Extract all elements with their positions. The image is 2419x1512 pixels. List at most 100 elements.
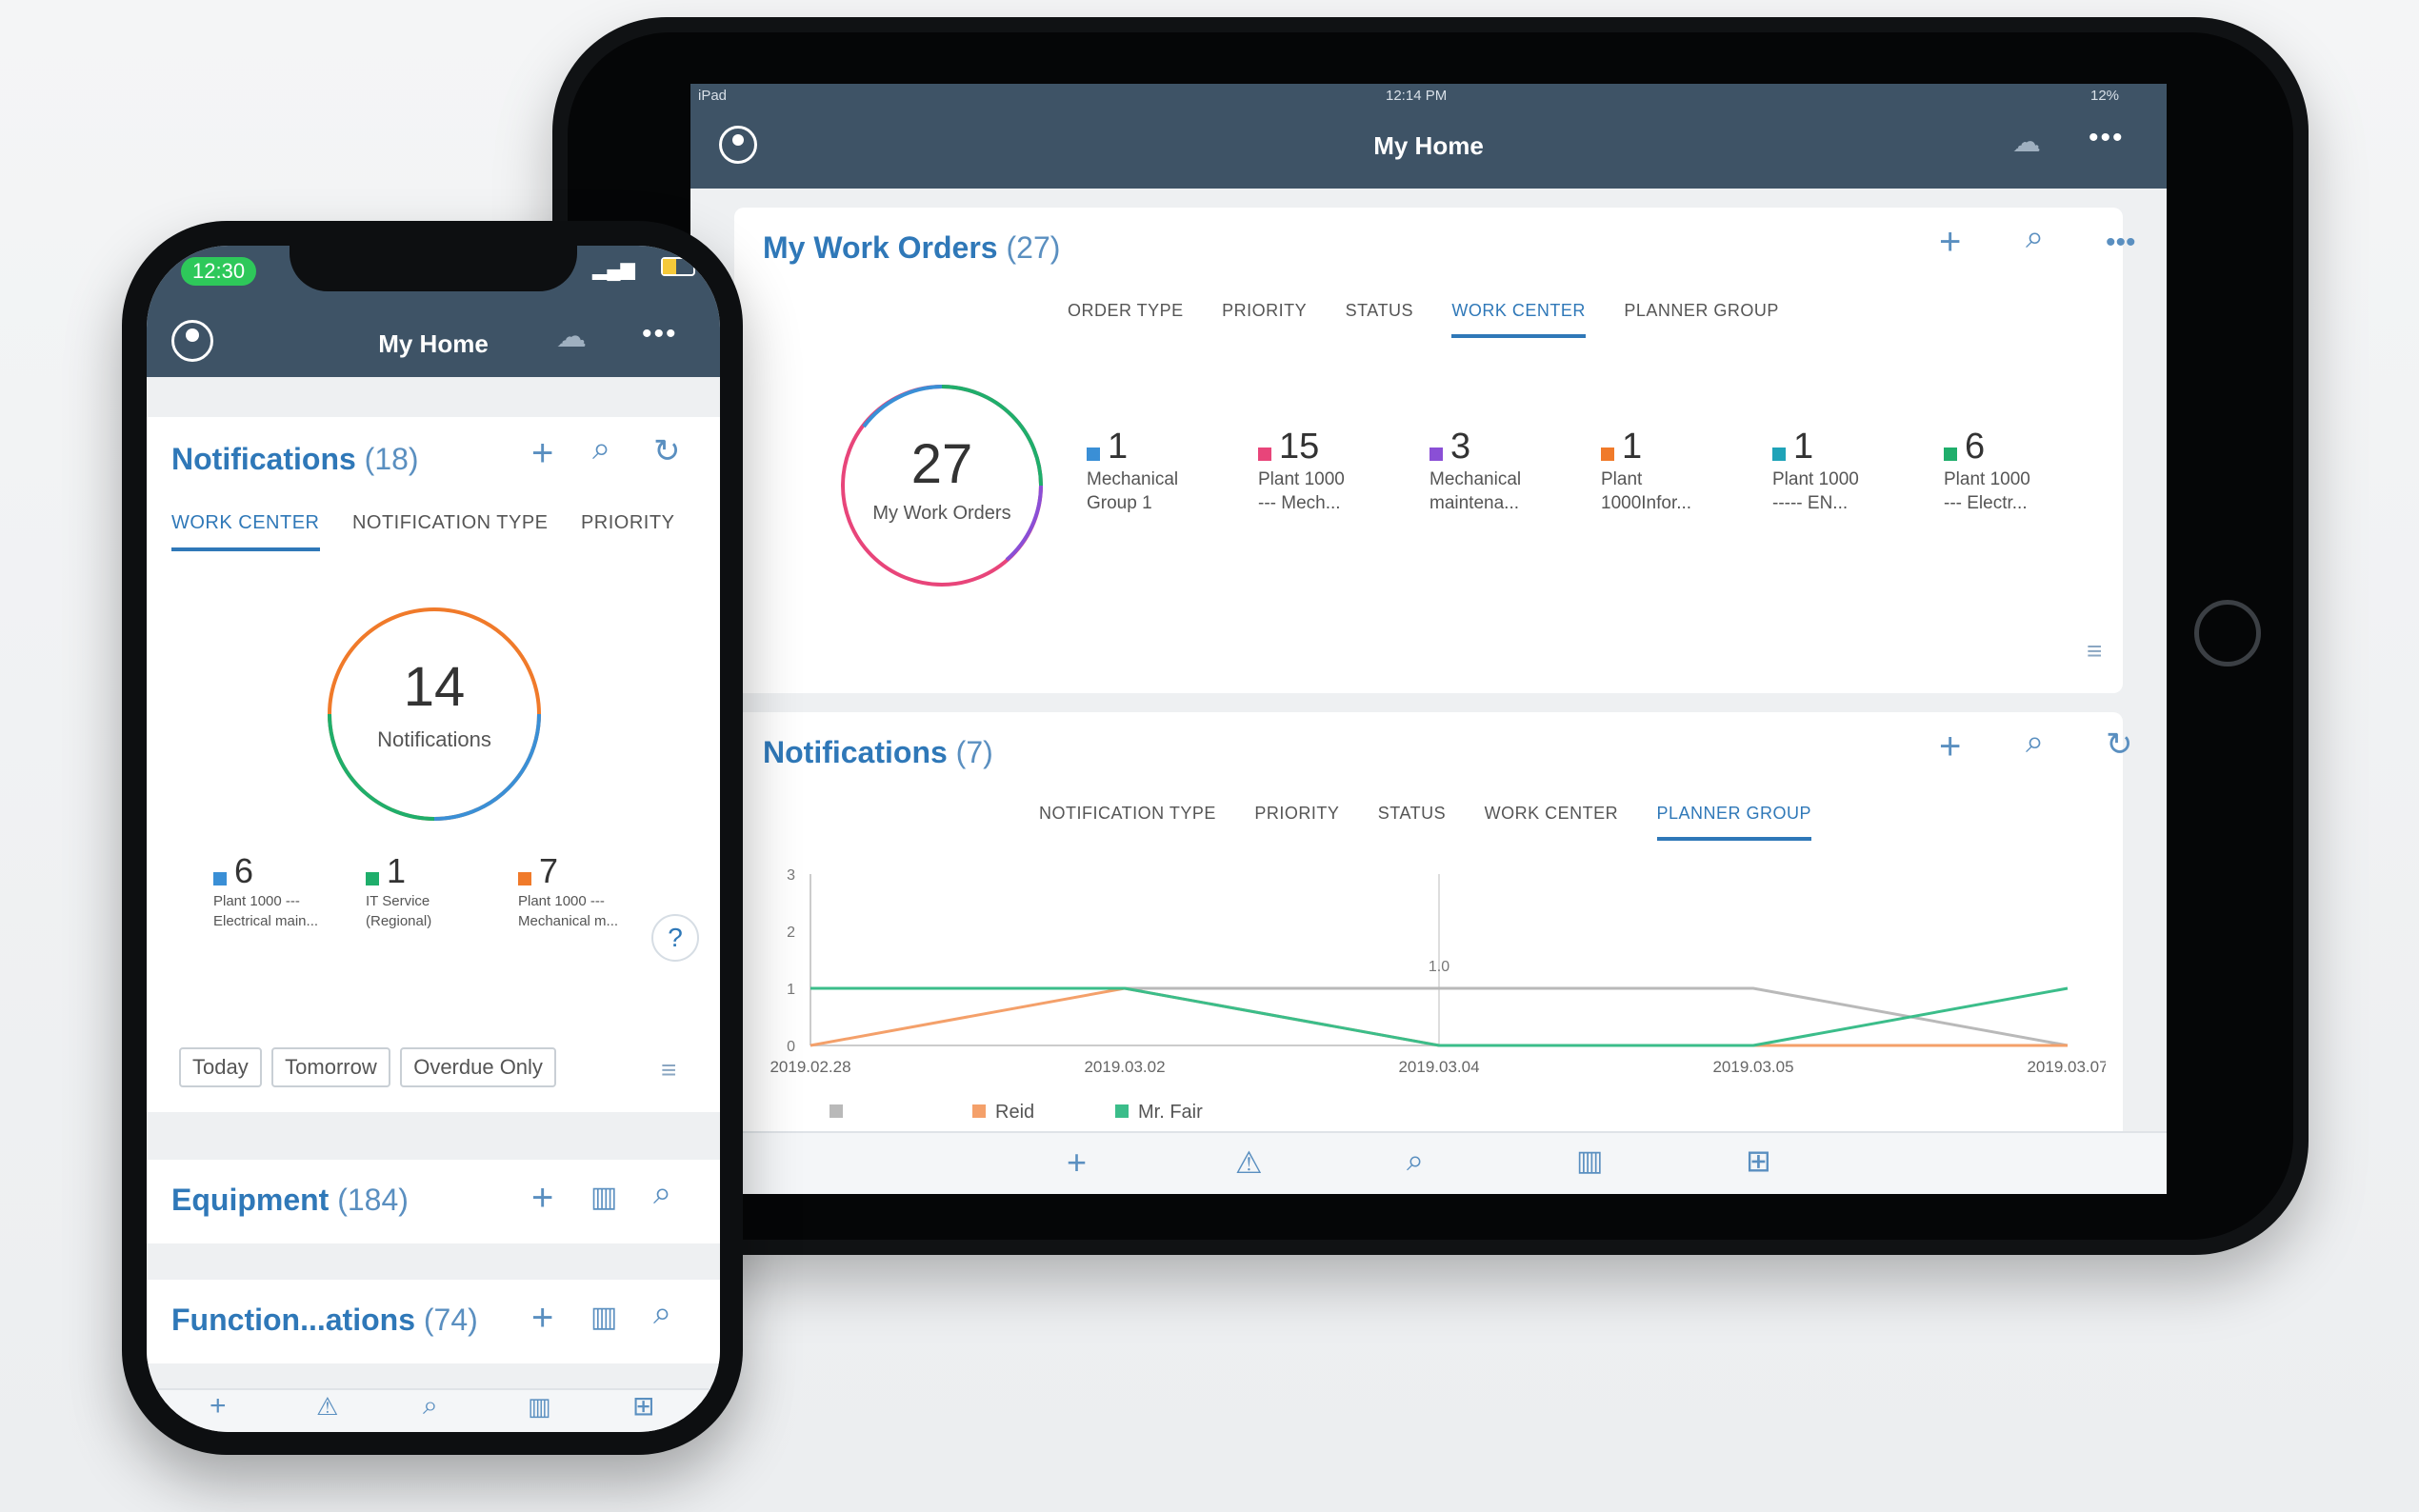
status-time: 12:30	[181, 257, 257, 286]
tab-planner-group[interactable]: PLANNER GROUP	[1624, 301, 1779, 320]
more-icon[interactable]: •••	[2106, 227, 2136, 258]
phone-notifications-tabs: WORK CENTER NOTIFICATION TYPE PRIORITY	[171, 512, 674, 551]
tab-priority[interactable]: PRIORITY	[580, 512, 675, 533]
legend-swatch	[1601, 447, 1614, 461]
filter-settings-icon[interactable]: ≡	[2087, 636, 2103, 666]
add-icon[interactable]: +	[1939, 726, 1962, 767]
legend-label: Plant 1000 ----- EN...	[1772, 469, 1859, 513]
legend-count: 15	[1279, 427, 1320, 467]
search-icon[interactable]: ⌕	[592, 430, 611, 467]
tab-notification-type[interactable]: NOTIFICATION TYPE	[1039, 804, 1216, 823]
y-tick-label: 2	[787, 925, 795, 941]
tab-priority[interactable]: PRIORITY	[1222, 301, 1308, 320]
phone-notch	[290, 246, 577, 291]
tab-planner-group[interactable]: PLANNER GROUP	[1656, 804, 1812, 841]
legend-item: 3 Mechanical maintena...	[1429, 427, 1591, 515]
cloud-sync-icon[interactable]: ☁	[556, 319, 587, 353]
phone-screen: 12:30 ▂▄▆ My Home ☁ ••• Notifications (1…	[147, 246, 720, 1432]
cloud-sync-icon[interactable]: ☁	[2012, 127, 2041, 158]
legend-swatch	[1115, 1104, 1129, 1118]
device-label: iPad	[698, 88, 728, 104]
add-icon[interactable]: +	[1939, 221, 1962, 263]
refresh-icon[interactable]: ↻	[653, 433, 681, 469]
more-icon[interactable]: •••	[2089, 122, 2125, 153]
x-tick-label: 2019.03.04	[1398, 1058, 1479, 1076]
barcode-icon[interactable]: ▥	[590, 1182, 618, 1213]
tab-priority[interactable]: PRIORITY	[1254, 804, 1340, 823]
filter-today-button[interactable]: Today	[179, 1047, 262, 1087]
work-orders-count: (27)	[1006, 230, 1061, 265]
legend-item: 1 IT Service (Regional)	[366, 851, 528, 931]
add-icon[interactable]: +	[531, 432, 554, 474]
refresh-icon[interactable]: ↻	[2106, 726, 2133, 763]
tab-status[interactable]: STATUS	[1377, 804, 1447, 823]
user-icon[interactable]	[719, 126, 757, 164]
phone-notifications-count: (18)	[364, 442, 419, 476]
plus-icon[interactable]: +	[210, 1390, 227, 1422]
search-icon[interactable]: ⌕	[2026, 219, 2045, 255]
search-icon[interactable]: ⌕	[653, 1175, 672, 1211]
legend-item: 6 Plant 1000 --- Electr...	[1944, 427, 2106, 515]
legend-count: 6	[1965, 427, 1986, 467]
legend-item: 7 Plant 1000 --- Mechanical m...	[518, 851, 680, 931]
legend-count: 1	[1622, 427, 1643, 467]
x-tick-label: 2019.03.05	[1712, 1058, 1793, 1076]
search-icon[interactable]: ⌕	[653, 1295, 672, 1331]
tablet-notifications-title-text: Notifications	[763, 735, 948, 769]
tab-status[interactable]: STATUS	[1345, 301, 1413, 320]
tab-work-center[interactable]: WORK CENTER	[1484, 804, 1619, 823]
legend-swatch	[972, 1104, 986, 1118]
legend-item: 1 Plant 1000Infor...	[1601, 427, 1763, 515]
tab-order-type[interactable]: ORDER TYPE	[1068, 301, 1184, 320]
filter-tomorrow-button[interactable]: Tomorrow	[271, 1047, 390, 1087]
legend-label: Plant 1000 --- Mechanical m...	[518, 893, 619, 929]
search-icon[interactable]: ⌕	[423, 1390, 438, 1420]
add-icon[interactable]: +	[531, 1297, 554, 1339]
equipment-title: Equipment (184)	[171, 1183, 409, 1218]
barcode-icon[interactable]: ▥	[590, 1302, 618, 1333]
more-icon[interactable]: •••	[642, 318, 678, 349]
tablet-home-button[interactable]	[2194, 600, 2261, 666]
legend-item: 15 Plant 1000 --- Mech...	[1258, 427, 1420, 515]
search-icon[interactable]: ⌕	[1407, 1143, 1424, 1177]
series-line	[810, 986, 2069, 1047]
page-title: My Home	[1373, 131, 1484, 160]
legend-swatch	[830, 1104, 843, 1118]
functional-locations-card[interactable]: Function...ations (74) + ▥ ⌕	[147, 1280, 720, 1363]
add-icon[interactable]: +	[531, 1177, 554, 1219]
work-orders-title-text: My Work Orders	[763, 230, 998, 265]
work-orders-donut	[841, 385, 1043, 587]
search-icon[interactable]: ⌕	[2026, 724, 2045, 760]
chart-annotation: 1.0	[1429, 959, 1449, 975]
grid-icon[interactable]: ⊞	[632, 1391, 655, 1421]
tab-notification-type[interactable]: NOTIFICATION TYPE	[351, 512, 549, 533]
user-icon[interactable]	[171, 320, 213, 362]
legend-label: Mr. Fair	[1138, 1102, 1203, 1123]
phone-notifications-card: Notifications (18) + ⌕ ↻ WORK CENTER NOT…	[147, 417, 720, 1112]
warning-icon[interactable]: ⚠	[1235, 1145, 1263, 1180]
work-orders-card: My Work Orders (27) + ⌕ ••• ORDER TYPE P…	[734, 208, 2136, 693]
tab-work-center[interactable]: WORK CENTER	[1451, 301, 1586, 338]
grid-icon[interactable]: ⊞	[1746, 1144, 1771, 1178]
filter-overdue-button[interactable]: Overdue Only	[400, 1047, 556, 1087]
legend-item: 1 Mechanical Group 1	[1087, 427, 1249, 515]
phone-notifications-title: Notifications (18)	[171, 442, 419, 477]
phone-notifications-donut	[328, 607, 541, 821]
plus-icon[interactable]: +	[1067, 1143, 1088, 1182]
warning-icon[interactable]: ⚠	[316, 1392, 339, 1421]
filter-settings-icon[interactable]: ≡	[661, 1055, 677, 1084]
work-orders-title: My Work Orders (27)	[763, 230, 1060, 266]
legend-count: 7	[539, 851, 559, 890]
legend-swatch	[1087, 447, 1100, 461]
functional-locations-title-text: Function...ations	[171, 1303, 415, 1337]
map-icon[interactable]: ▥	[1576, 1145, 1604, 1177]
y-tick-label: 0	[787, 1039, 795, 1055]
map-icon[interactable]: ▥	[528, 1392, 551, 1421]
legend-swatch	[1258, 447, 1271, 461]
equipment-card[interactable]: Equipment (184) + ▥ ⌕	[147, 1160, 720, 1243]
legend-swatch	[518, 871, 531, 885]
equipment-title-text: Equipment	[171, 1183, 330, 1217]
help-icon[interactable]: ?	[651, 914, 699, 962]
tab-work-center[interactable]: WORK CENTER	[171, 512, 320, 551]
battery-label: 12%	[2090, 88, 2120, 104]
